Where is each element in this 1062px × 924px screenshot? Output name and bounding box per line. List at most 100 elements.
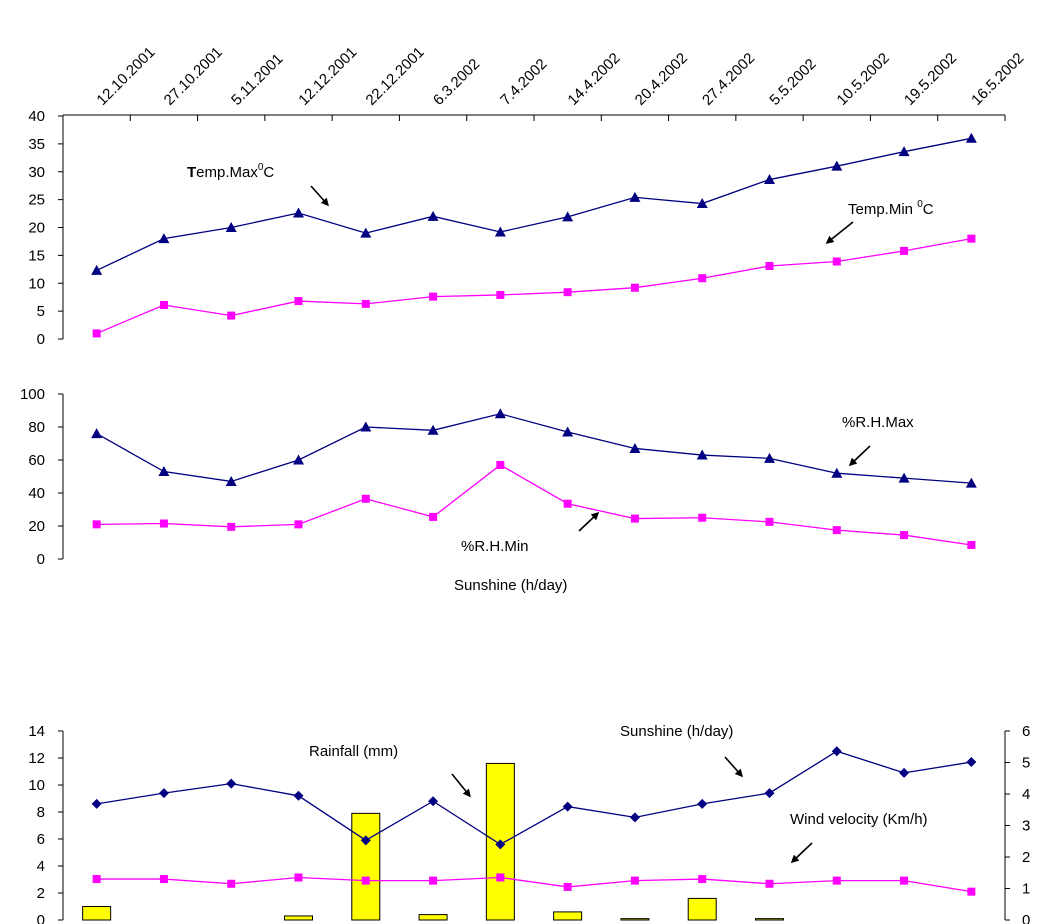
temp-y-tick-label: 5 [37, 303, 45, 320]
rh-max-point [764, 452, 775, 463]
temp-y-tick-label: 15 [28, 247, 45, 264]
sunshine-point [360, 835, 371, 846]
temp-max-point [562, 211, 574, 222]
rh-max-point [629, 442, 641, 453]
temp-max-point [629, 191, 641, 202]
wind-y-tick-label: 3 [1022, 818, 1030, 835]
rainfall-bar [687, 897, 717, 921]
series-labels: Temp.Max0C Temp.Min 0C %R.H.Max %R.H.Min… [187, 162, 934, 828]
temp-min-point [361, 299, 370, 308]
rh-min-point [92, 520, 101, 529]
rainfall-bar [351, 812, 381, 921]
sunshine-point [764, 788, 775, 799]
temp-max-point [360, 227, 372, 238]
temp-min-arrow [825, 221, 854, 244]
rain-y-tick-label: 10 [28, 777, 45, 794]
rainfall-arrow [451, 773, 471, 798]
rh-max-point [225, 475, 237, 486]
rh-min-point [429, 512, 438, 521]
rh-max-point [831, 467, 843, 478]
temp-y-tick-label: 20 [28, 220, 45, 237]
sunshine-point [629, 812, 640, 823]
wind-velocity-point [900, 876, 909, 885]
temp-y-tick-label: 25 [28, 192, 45, 209]
sunshine-stray-label: Sunshine (h/day) [454, 577, 567, 594]
rh-y-tick-label: 0 [37, 551, 45, 568]
date-tick-label: 10.5.2002 [834, 50, 893, 109]
rainfall-label: Rainfall (mm) [309, 743, 398, 760]
temp-max-point [158, 233, 170, 244]
temp-min-point [429, 292, 438, 301]
temp-min-point [227, 311, 236, 320]
temp-min-point [967, 234, 976, 243]
rh-min-point [563, 499, 572, 508]
rainfall-bar [418, 914, 448, 921]
temp-min-point [563, 288, 572, 297]
rh-max-point [494, 408, 506, 419]
rain-y-tick-label: 8 [37, 804, 45, 821]
rh-max-point [91, 428, 103, 439]
temp-min-point [698, 274, 707, 283]
sunshine-point [562, 801, 573, 812]
temp-y-tick-label: 30 [28, 164, 45, 181]
date-tick-label: 16.5.2002 [968, 50, 1027, 109]
rh-y-tick-label: 40 [28, 485, 45, 502]
rh-max-line [96, 413, 972, 484]
wind-velocity-point [967, 887, 976, 896]
sunshine-point [697, 798, 708, 809]
temp-min-point [765, 261, 774, 270]
wind-velocity-point [227, 879, 236, 888]
wind-y-tick-label: 5 [1022, 755, 1030, 772]
temp-max-point [898, 146, 910, 157]
rainfall-bar [82, 906, 112, 921]
rainfall-bar [620, 918, 650, 921]
wind-velocity-label: Wind velocity (Km/h) [790, 811, 928, 828]
temp-max-point [831, 160, 843, 171]
wind-velocity-line [96, 876, 972, 893]
rh-max-point [898, 472, 910, 483]
rain-y-tick-label: 6 [37, 831, 45, 848]
rainfall-bar [553, 911, 583, 921]
rh-min-point [294, 520, 303, 529]
wind-y-tick-label: 4 [1022, 786, 1030, 803]
date-tick-label: 14.4.2002 [564, 50, 623, 109]
rh-min-arrow [578, 511, 600, 532]
wind-velocity-point [698, 875, 707, 884]
temp-min-point [630, 283, 639, 292]
rainfall-bar [755, 918, 784, 921]
date-tick-label: 12.10.2001 [93, 44, 158, 109]
date-tick-label: 6.3.2002 [430, 56, 483, 109]
date-tick-label: 19.5.2002 [901, 50, 960, 109]
rh-min-point [159, 519, 168, 528]
rain-y-tick-label: 0 [37, 912, 45, 924]
temp-y-tick-label: 0 [37, 331, 45, 348]
date-tick-label: 5.5.2002 [766, 56, 819, 109]
temp-min-label: Temp.Min 0C [848, 199, 934, 218]
sunshine-point [966, 757, 977, 768]
wind-velocity-point [765, 879, 774, 888]
wind-y-tick-label: 1 [1022, 881, 1030, 898]
date-tick-label: 20.4.2002 [632, 50, 691, 109]
sunshine-point [495, 839, 506, 850]
rain-y-tick-label: 14 [28, 723, 45, 740]
sunshine-point [226, 778, 237, 789]
date-tick-label: 22.12.2001 [363, 44, 428, 109]
humidity-chart: 0 20 40 60 80 100 [20, 386, 977, 568]
rh-max-point [562, 426, 574, 437]
date-tick-label: 27.4.2002 [699, 50, 758, 109]
wind-velocity-point [496, 873, 505, 882]
label-arrows [310, 185, 871, 864]
wind-velocity-arrow [790, 842, 813, 864]
temp-y-tick-label: 35 [28, 136, 45, 153]
rh-max-point [293, 454, 304, 465]
rh-min-point [630, 514, 639, 523]
rain-y-tick-label: 2 [37, 885, 45, 902]
sunshine-point [831, 746, 842, 757]
rh-y-tick-label: 60 [28, 452, 45, 469]
temperature-chart: 0 5 10 15 20 25 30 35 40 [28, 108, 977, 348]
rh-min-point [900, 531, 909, 540]
temp-max-point [965, 132, 977, 143]
wind-velocity-point [361, 876, 370, 885]
sunshine-label: Sunshine (h/day) [620, 723, 733, 740]
